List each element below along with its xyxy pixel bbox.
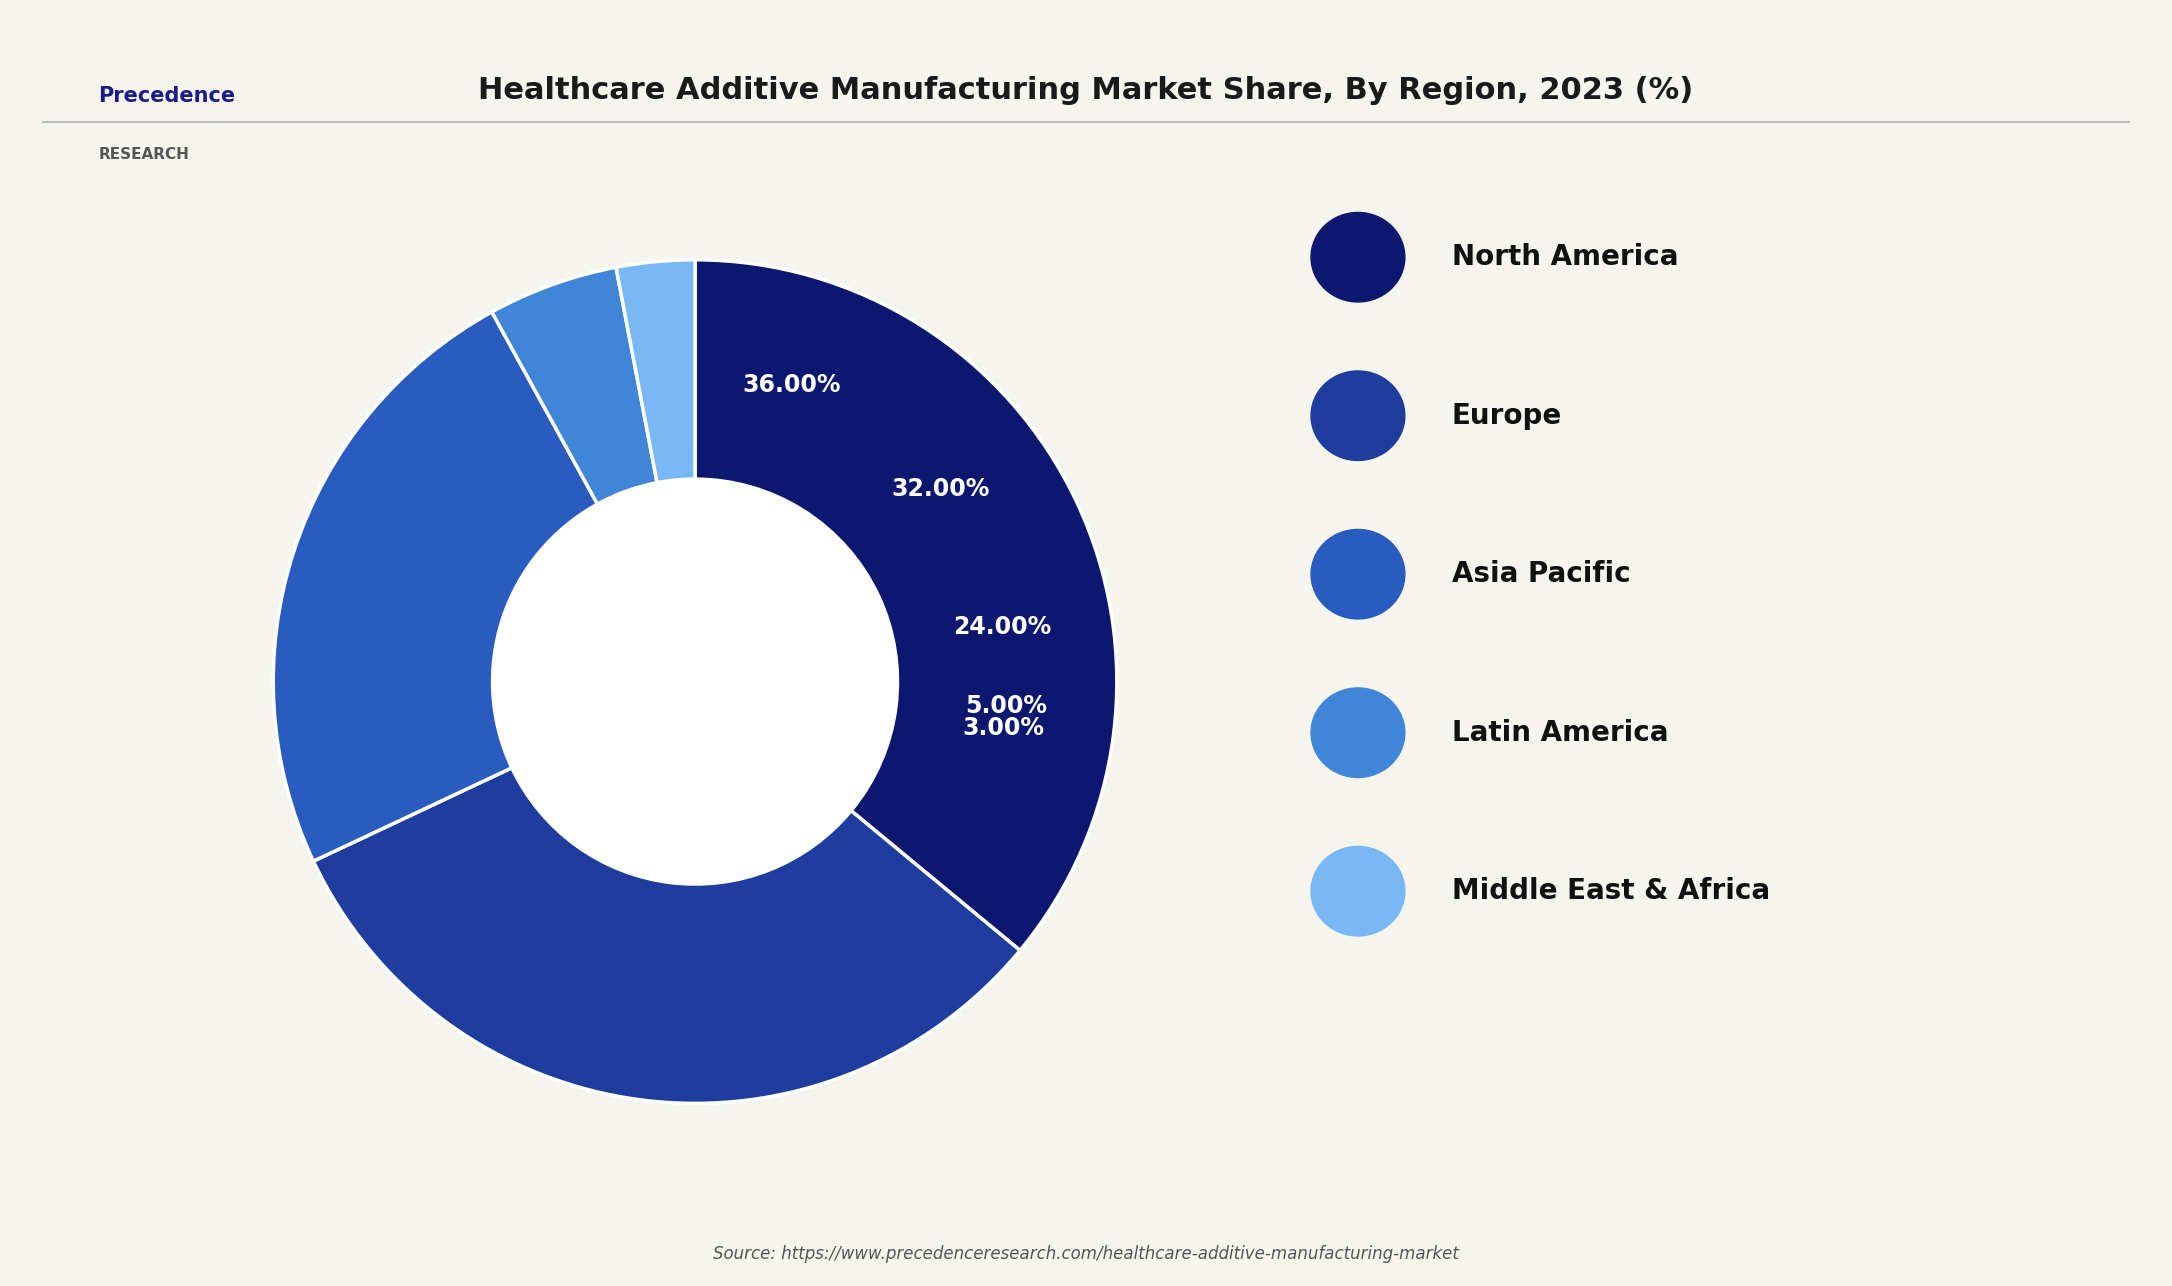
Text: Asia Pacific: Asia Pacific xyxy=(1451,561,1631,588)
Wedge shape xyxy=(274,312,597,862)
Text: Healthcare Additive Manufacturing Market Share, By Region, 2023 (%): Healthcare Additive Manufacturing Market… xyxy=(478,76,1694,104)
Circle shape xyxy=(1312,530,1405,619)
Text: 36.00%: 36.00% xyxy=(743,373,841,396)
Text: 24.00%: 24.00% xyxy=(954,616,1051,639)
Circle shape xyxy=(493,480,897,883)
Text: Latin America: Latin America xyxy=(1451,719,1668,747)
Text: Middle East & Africa: Middle East & Africa xyxy=(1451,877,1770,905)
Circle shape xyxy=(1312,846,1405,936)
Text: 32.00%: 32.00% xyxy=(893,477,990,502)
Wedge shape xyxy=(491,267,658,504)
Wedge shape xyxy=(617,260,695,482)
Text: 3.00%: 3.00% xyxy=(962,716,1045,739)
Text: 5.00%: 5.00% xyxy=(964,694,1047,718)
Text: Source: https://www.precedenceresearch.com/healthcare-additive-manufacturing-mar: Source: https://www.precedenceresearch.c… xyxy=(712,1245,1460,1263)
Text: RESEARCH: RESEARCH xyxy=(98,147,189,162)
Text: North America: North America xyxy=(1451,243,1679,271)
Circle shape xyxy=(1312,370,1405,460)
Wedge shape xyxy=(313,768,1021,1103)
Text: Precedence: Precedence xyxy=(98,86,235,107)
Circle shape xyxy=(1312,212,1405,302)
Wedge shape xyxy=(695,260,1116,950)
Text: Europe: Europe xyxy=(1451,401,1562,430)
Circle shape xyxy=(1312,688,1405,778)
